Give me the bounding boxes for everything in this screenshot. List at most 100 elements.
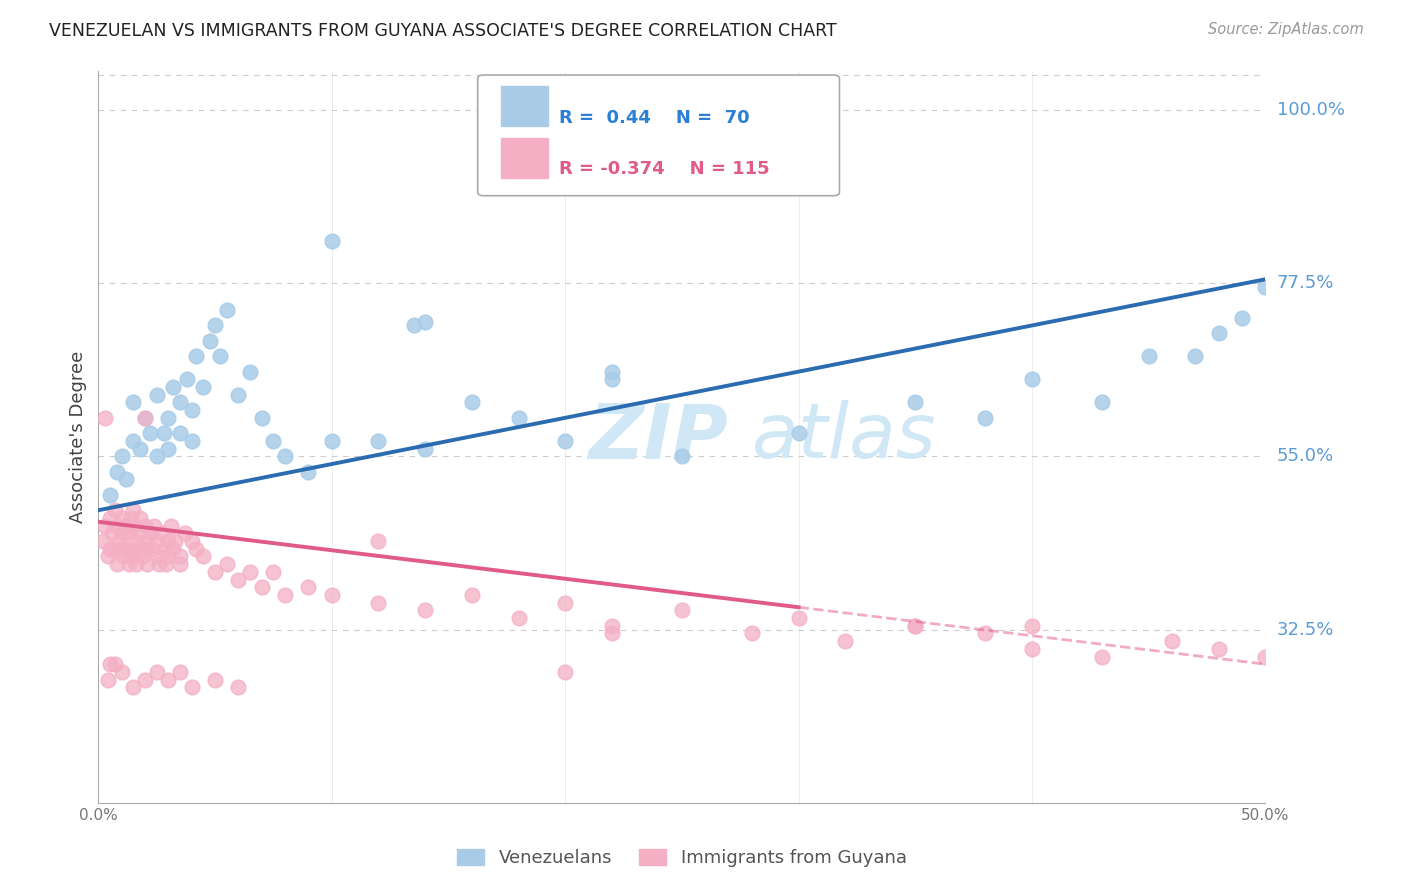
Text: 55.0%: 55.0% (1277, 447, 1334, 466)
Point (741, 626, 763, 640)
Point (157, 410, 180, 425)
Point (204, 318, 226, 333)
Point (97, 549, 120, 564)
Point (180, 681, 202, 695)
Point (600, 626, 623, 640)
Point (105, 557, 128, 571)
Point (297, 580, 319, 594)
Point (554, 665, 576, 679)
Text: ZIP: ZIP (589, 401, 728, 474)
Point (105, 518, 128, 533)
Point (104, 503, 127, 517)
Point (508, 410, 530, 425)
Point (671, 450, 693, 464)
Point (228, 573, 250, 587)
Point (127, 526, 149, 541)
Point (186, 541, 208, 556)
Point (159, 518, 181, 533)
Point (173, 526, 195, 541)
Point (180, 403, 202, 417)
Point (787, 426, 810, 441)
Point (180, 534, 202, 549)
Point (157, 549, 180, 564)
Point (122, 541, 145, 556)
Point (239, 565, 262, 579)
Point (186, 349, 208, 363)
Point (146, 549, 169, 564)
Point (274, 450, 297, 464)
Point (125, 557, 148, 571)
Point (262, 565, 284, 579)
Point (146, 388, 169, 402)
Point (134, 518, 156, 533)
Point (162, 541, 184, 556)
Point (461, 588, 484, 602)
Point (461, 395, 484, 409)
Point (367, 534, 389, 549)
Point (904, 618, 927, 632)
Point (169, 557, 191, 571)
Point (118, 526, 141, 541)
Point (157, 534, 180, 549)
Point (146, 665, 169, 679)
Y-axis label: Associate's Degree: Associate's Degree (69, 351, 87, 524)
Point (101, 526, 124, 541)
Point (129, 541, 152, 556)
Point (554, 596, 576, 610)
Point (111, 665, 134, 679)
Point (104, 657, 127, 672)
Point (204, 565, 226, 579)
Point (215, 303, 238, 318)
Point (122, 395, 145, 409)
Point (146, 450, 169, 464)
Point (974, 410, 997, 425)
Point (120, 511, 142, 525)
Point (162, 380, 184, 394)
Point (250, 580, 273, 594)
Point (215, 557, 238, 571)
Point (600, 365, 623, 379)
Point (274, 588, 297, 602)
Point (402, 318, 425, 333)
Point (132, 549, 155, 564)
Point (111, 541, 134, 556)
Point (321, 434, 343, 448)
Point (115, 472, 138, 486)
Text: R =  0.44    N =  70: R = 0.44 N = 70 (560, 110, 749, 128)
Point (228, 388, 250, 402)
Point (600, 372, 623, 386)
Text: Source: ZipAtlas.com: Source: ZipAtlas.com (1208, 22, 1364, 37)
Point (508, 611, 530, 625)
Point (97, 673, 120, 687)
Point (904, 395, 927, 409)
Point (115, 518, 138, 533)
Point (134, 541, 156, 556)
Point (367, 596, 389, 610)
Point (150, 526, 173, 541)
FancyBboxPatch shape (478, 75, 839, 195)
Point (1021, 372, 1043, 386)
Point (1184, 349, 1206, 363)
Point (169, 549, 191, 564)
Point (413, 315, 436, 329)
Point (157, 673, 180, 687)
Point (91, 534, 114, 549)
Point (169, 395, 191, 409)
Point (122, 681, 145, 695)
Point (155, 557, 177, 571)
Point (1208, 641, 1230, 656)
Point (98, 657, 121, 672)
Point (1021, 641, 1043, 656)
Point (1091, 395, 1114, 409)
Point (193, 380, 215, 394)
Point (105, 465, 128, 479)
Point (143, 518, 166, 533)
Point (94, 410, 117, 425)
Point (180, 434, 202, 448)
Point (413, 603, 436, 617)
Point (1208, 326, 1230, 340)
Point (165, 534, 187, 549)
Point (176, 372, 198, 386)
Text: 100.0%: 100.0% (1277, 101, 1344, 119)
Point (250, 410, 273, 425)
